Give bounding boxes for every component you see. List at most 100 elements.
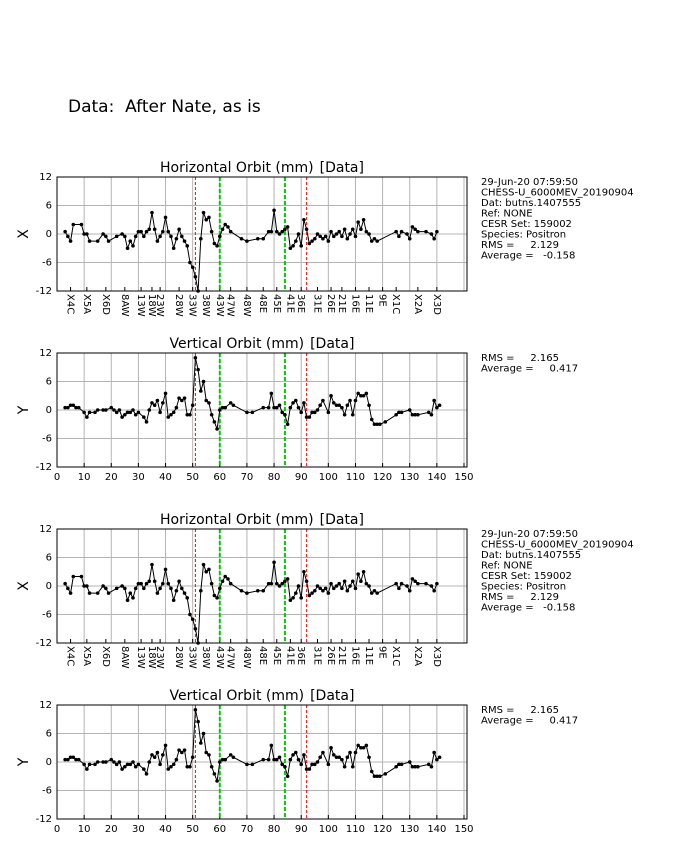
orbit-point xyxy=(345,403,350,408)
orbit-point xyxy=(359,579,363,584)
orbit-point xyxy=(85,584,89,588)
orbit-point xyxy=(182,396,187,400)
orbit-point xyxy=(199,741,203,745)
orbit-point xyxy=(291,753,295,757)
y-axis-label: Y xyxy=(16,757,32,767)
orbit-point xyxy=(193,274,198,279)
orbit-point xyxy=(429,584,434,588)
orbit-point xyxy=(261,757,266,762)
orbit-point xyxy=(367,403,371,408)
orbit-point xyxy=(231,755,236,760)
orbit-point xyxy=(342,764,347,769)
orbit-point xyxy=(85,415,89,419)
orbit-point xyxy=(397,410,401,415)
orbit-point xyxy=(79,574,84,579)
orbit-point xyxy=(321,588,325,593)
orbit-point xyxy=(307,593,312,598)
orbit-point xyxy=(163,743,168,748)
orbit-point xyxy=(435,757,439,762)
orbit-point xyxy=(204,750,209,755)
orbit-point xyxy=(340,586,344,591)
orbit-point xyxy=(261,588,266,593)
x-tick-label: 48E xyxy=(257,646,268,665)
orbit-point xyxy=(76,405,81,410)
orbit-point xyxy=(204,398,209,403)
orbit-point xyxy=(413,579,417,584)
orbit-point xyxy=(329,745,333,750)
orbit-point xyxy=(112,408,116,412)
orbit-point xyxy=(283,412,287,417)
orbit-point xyxy=(356,743,360,748)
orbit-point xyxy=(180,234,184,239)
orbit-point xyxy=(63,405,67,410)
orbit-point xyxy=(245,591,249,595)
orbit-point xyxy=(331,234,336,239)
x-tick-label: 100 xyxy=(319,472,338,483)
orbit-point xyxy=(193,626,198,631)
orbit-point xyxy=(171,410,176,415)
orbit-point xyxy=(66,586,70,591)
orbit-point xyxy=(150,753,154,757)
x-tick-label: 0 xyxy=(54,472,60,483)
info-line: RMS = 2.129 xyxy=(481,240,559,251)
orbit-point xyxy=(161,229,165,234)
orbit-point xyxy=(174,405,179,410)
orbit-point xyxy=(231,403,236,408)
orbit-point xyxy=(310,762,314,767)
orbit-point xyxy=(304,579,309,584)
orbit-point xyxy=(204,569,209,574)
orbit-point xyxy=(74,405,78,410)
x-tick-label: 140 xyxy=(427,472,446,483)
orbit-point xyxy=(321,236,325,241)
x-tick-label: 18W xyxy=(146,646,157,669)
orbit-point xyxy=(87,762,92,767)
x-tick-label: 0 xyxy=(54,824,60,835)
orbit-point xyxy=(104,408,108,412)
orbit-point xyxy=(397,234,401,239)
orbit-point xyxy=(367,755,371,760)
orbit-point xyxy=(120,584,124,588)
info-line: 29-Jun-20 07:59:50 xyxy=(481,529,578,540)
x-tick-label: X6D xyxy=(100,294,111,315)
x-tick-label: 20 xyxy=(105,824,118,835)
orbit-point xyxy=(209,412,214,417)
orbit-point xyxy=(372,422,377,427)
orbit-point xyxy=(280,410,285,415)
orbit-point xyxy=(226,225,230,229)
orbit-point xyxy=(372,588,377,593)
orbit-point xyxy=(266,229,271,234)
orbit-point xyxy=(182,239,187,243)
orbit-point xyxy=(133,234,138,239)
orbit-point xyxy=(71,574,76,579)
orbit-point xyxy=(190,403,195,408)
orbit-point xyxy=(299,244,304,248)
orbit-point xyxy=(304,767,309,771)
orbit-point xyxy=(291,401,295,405)
orbit-point xyxy=(85,767,89,771)
orbit-point xyxy=(79,222,84,227)
orbit-point xyxy=(277,584,282,588)
orbit-point xyxy=(104,586,108,591)
orbit-point xyxy=(125,762,130,767)
orbit-point xyxy=(190,617,195,622)
orbit-point xyxy=(369,591,374,595)
orbit-point xyxy=(350,227,355,232)
orbit-point xyxy=(171,598,176,603)
orbit-point xyxy=(155,591,160,595)
orbit-point xyxy=(274,757,279,762)
orbit-point xyxy=(66,234,70,239)
orbit-point xyxy=(285,774,290,779)
orbit-point xyxy=(218,408,222,412)
orbit-point xyxy=(114,762,119,767)
orbit-point xyxy=(114,586,119,591)
orbit-point xyxy=(318,586,322,591)
x-tick-label: X4C xyxy=(65,294,76,314)
orbit-point xyxy=(272,560,276,565)
y-tick-label: 6 xyxy=(46,201,52,212)
orbit-point xyxy=(125,598,130,603)
orbit-point xyxy=(361,393,366,398)
orbit-point xyxy=(274,405,279,410)
y-tick-label: 12 xyxy=(39,524,52,535)
y-tick-label: 0 xyxy=(46,229,52,240)
orbit-point xyxy=(250,762,255,767)
